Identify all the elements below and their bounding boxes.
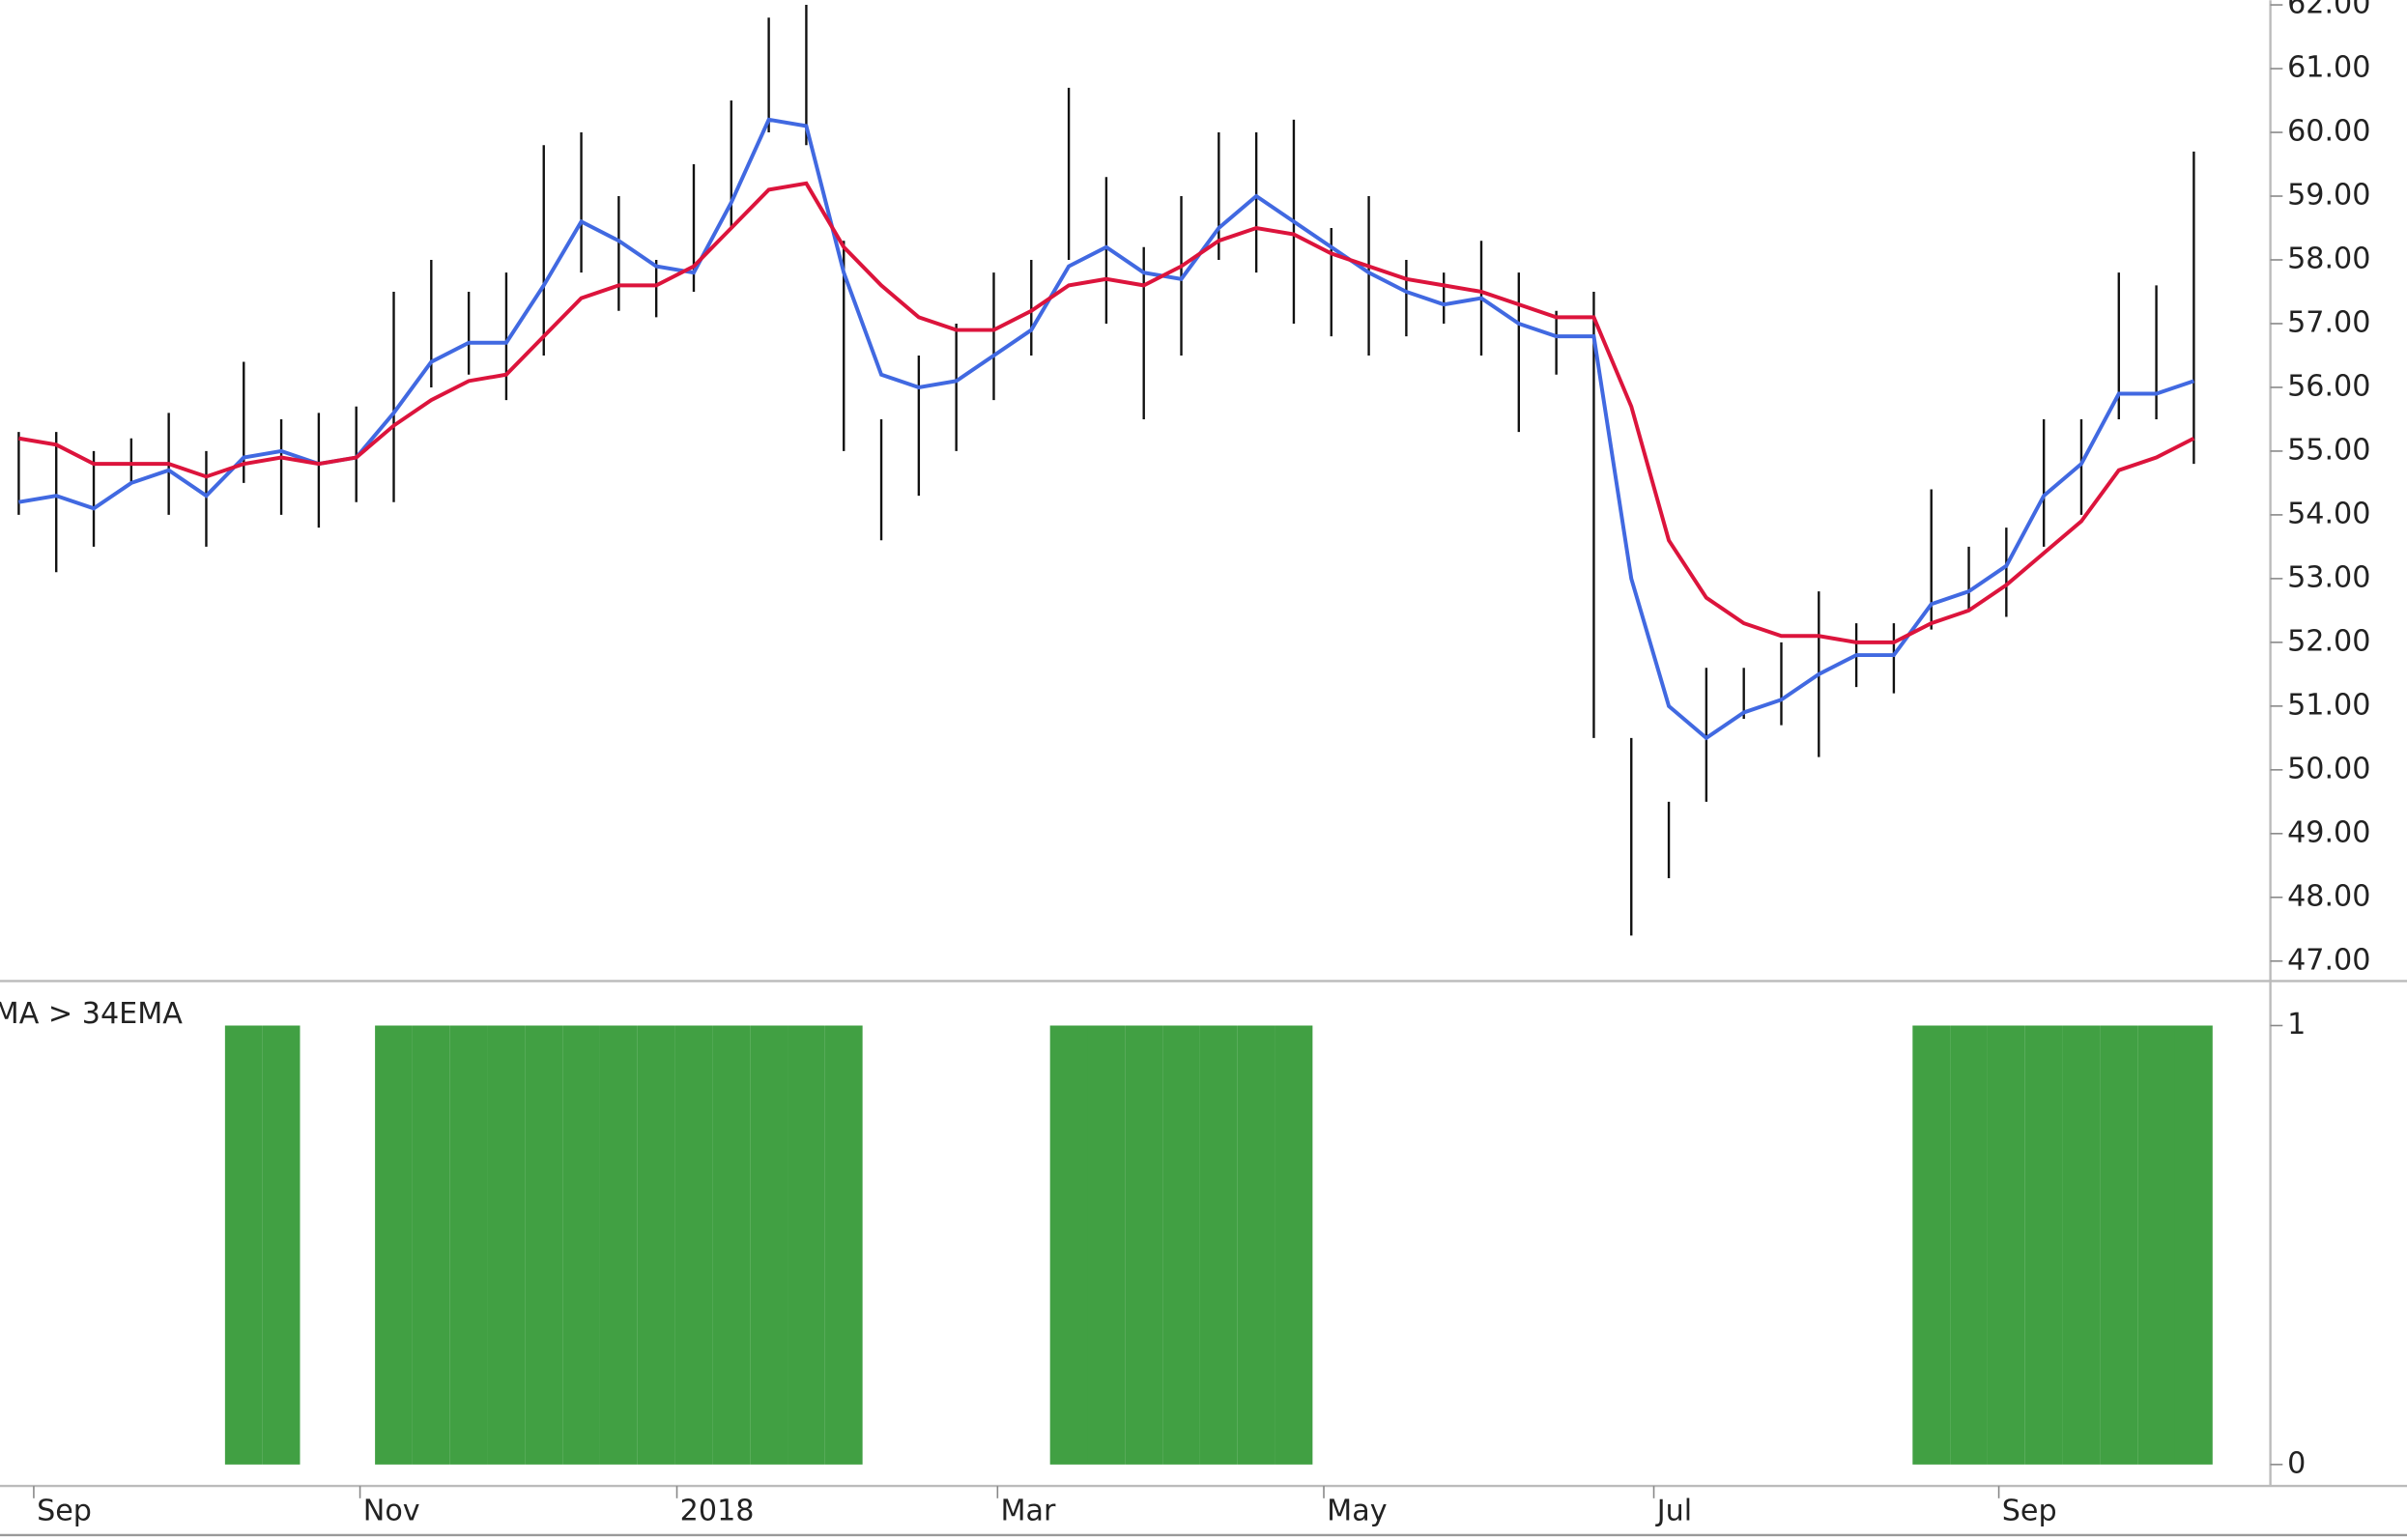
x-tick-label: Sep bbox=[37, 1495, 92, 1528]
y-tick-label: 57.00 bbox=[2287, 305, 2370, 339]
ema-line bbox=[18, 181, 2195, 644]
bar bbox=[449, 1025, 488, 1465]
bar bbox=[750, 1025, 788, 1465]
y-tick-label: 49.00 bbox=[2287, 815, 2370, 849]
y-tick-label: 59.00 bbox=[2287, 179, 2370, 213]
bar bbox=[525, 1025, 563, 1465]
y-tick-label: 58.00 bbox=[2287, 242, 2370, 275]
y-tick-label: 51.00 bbox=[2287, 688, 2370, 722]
y-tick-label: 52.00 bbox=[2287, 624, 2370, 658]
x-tick-label: May bbox=[1327, 1495, 1387, 1528]
y-tick-label: 47.00 bbox=[2287, 943, 2370, 977]
bar bbox=[1087, 1025, 1126, 1465]
y-tick-label: 1 bbox=[2287, 1008, 2306, 1041]
bar bbox=[1049, 1025, 1088, 1465]
bar bbox=[1237, 1025, 1275, 1465]
bar bbox=[412, 1025, 450, 1465]
y-tick-label: 56.00 bbox=[2287, 369, 2370, 403]
bar bbox=[562, 1025, 600, 1465]
bar bbox=[1125, 1025, 1163, 1465]
ema-line bbox=[18, 117, 2195, 741]
bar bbox=[1912, 1025, 1951, 1465]
bar bbox=[788, 1025, 825, 1465]
x-tick-label: Nov bbox=[363, 1495, 420, 1528]
bar bbox=[2174, 1025, 2213, 1465]
y-tick-label: 48.00 bbox=[2287, 879, 2370, 913]
bar bbox=[824, 1025, 863, 1465]
bar bbox=[2024, 1025, 2063, 1465]
panel-title: MA > 34EMA bbox=[0, 997, 183, 1031]
bar bbox=[2137, 1025, 2175, 1465]
bar bbox=[712, 1025, 751, 1465]
bar bbox=[674, 1025, 713, 1465]
bar bbox=[2100, 1025, 2138, 1465]
y-tick-label: 55.00 bbox=[2287, 433, 2370, 467]
bar bbox=[2062, 1025, 2101, 1465]
bar bbox=[1950, 1025, 1988, 1465]
bar bbox=[487, 1025, 526, 1465]
bar bbox=[599, 1025, 638, 1465]
y-tick-label: 60.00 bbox=[2287, 115, 2370, 149]
bar bbox=[1275, 1025, 1313, 1465]
y-tick-label: 62.00 bbox=[2287, 0, 2370, 21]
y-tick-label: 50.00 bbox=[2287, 752, 2370, 785]
y-tick-label: 54.00 bbox=[2287, 497, 2370, 530]
bar bbox=[1199, 1025, 1238, 1465]
bar bbox=[1162, 1025, 1200, 1465]
y-tick-label: 0 bbox=[2287, 1446, 2306, 1480]
bar bbox=[375, 1025, 413, 1465]
x-tick-label: Mar bbox=[1001, 1495, 1057, 1528]
x-tick-label: Sep bbox=[2002, 1495, 2057, 1528]
bar bbox=[637, 1025, 675, 1465]
y-tick-label: 61.00 bbox=[2287, 51, 2370, 85]
bar bbox=[262, 1025, 301, 1465]
x-tick-label: Jul bbox=[1655, 1495, 1692, 1528]
y-tick-label: 53.00 bbox=[2287, 560, 2370, 594]
x-tick-label: 2018 bbox=[680, 1495, 755, 1528]
bar bbox=[224, 1025, 263, 1465]
bar bbox=[1987, 1025, 2025, 1465]
